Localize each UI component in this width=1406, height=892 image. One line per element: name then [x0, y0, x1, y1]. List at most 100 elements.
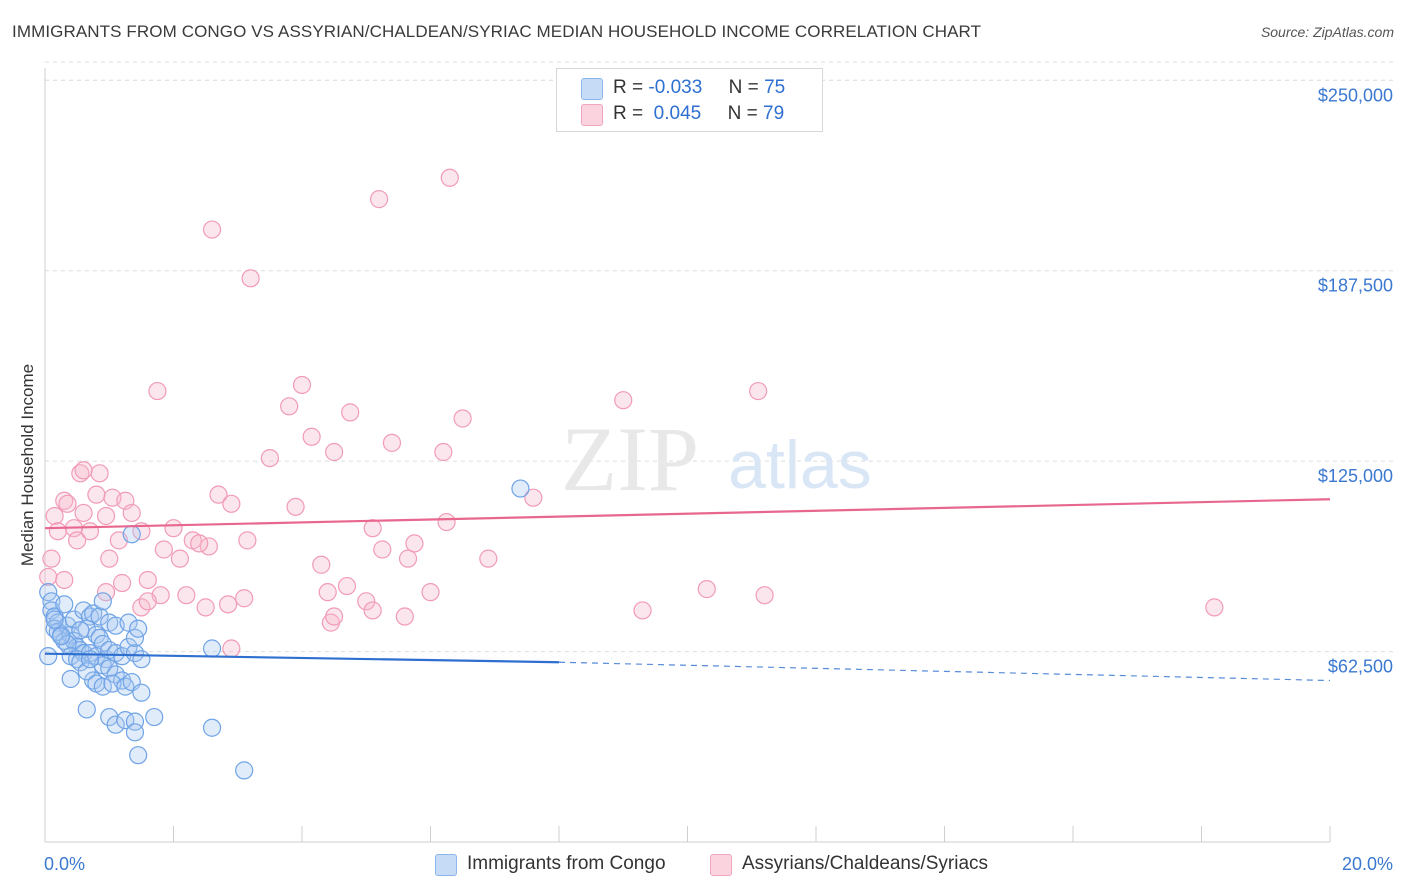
point-congo	[39, 647, 58, 666]
chart-title: IMMIGRANTS FROM CONGO VS ASSYRIAN/CHALDE…	[12, 22, 982, 41]
point-assyrians	[45, 506, 64, 526]
point-assyrians	[382, 433, 402, 452]
axes	[44, 68, 1331, 843]
point-assyrians	[241, 269, 260, 288]
legend-r-value-assyrians: 0.045	[648, 103, 702, 124]
point-congo	[61, 669, 80, 689]
point-assyrians	[434, 442, 453, 462]
point-assyrians	[341, 403, 360, 422]
point-assyrians	[524, 488, 543, 507]
y-tick-label: $62,500	[1328, 657, 1393, 677]
point-assyrians	[71, 464, 90, 483]
x-tick-label: 0.0%	[44, 854, 85, 874]
point-assyrians	[80, 522, 100, 541]
point-congo	[51, 627, 71, 646]
bottom-legend-swatch-congo	[435, 854, 457, 876]
point-congo	[125, 723, 145, 742]
point-assyrians	[286, 497, 305, 516]
point-assyrians	[363, 519, 382, 538]
point-assyrians	[196, 598, 215, 617]
point-assyrians	[39, 567, 58, 587]
point-assyrians	[749, 381, 768, 401]
point-assyrians	[363, 601, 382, 620]
point-assyrians	[209, 485, 228, 504]
point-congo	[202, 718, 222, 737]
point-assyrians	[697, 580, 716, 599]
point-assyrians	[48, 522, 67, 541]
point-assyrians	[312, 555, 331, 574]
point-assyrians	[302, 427, 321, 446]
point-assyrians	[138, 570, 157, 590]
point-congo	[93, 592, 112, 611]
point-congo	[202, 639, 222, 658]
point-congo	[119, 613, 138, 632]
point-assyrians	[325, 442, 344, 462]
point-congo	[55, 595, 74, 614]
point-congo	[511, 479, 530, 498]
point-assyrians	[453, 409, 472, 428]
legend-swatch-congo	[581, 78, 603, 100]
point-assyrians	[58, 494, 77, 513]
bottom-legend-label-congo: Immigrants from Congo	[467, 853, 666, 874]
point-congo	[116, 711, 135, 730]
point-assyrians	[164, 519, 183, 538]
y-axis-label: Median Household Income	[18, 363, 37, 567]
source-label: Source: ZipAtlas.com	[1260, 24, 1394, 40]
point-assyrians	[260, 448, 279, 468]
legend-r-value-congo: -0.033	[648, 77, 703, 98]
point-assyrians	[219, 595, 238, 614]
legend-n-value-congo: 75	[764, 77, 786, 98]
point-assyrians	[154, 540, 173, 559]
point-congo	[129, 619, 148, 638]
point-assyrians	[138, 592, 157, 611]
watermark-atlas: atlas	[728, 427, 872, 503]
point-assyrians	[177, 586, 196, 605]
point-assyrians	[222, 494, 241, 513]
x-tick-label: 20.0%	[1342, 854, 1393, 874]
point-congo	[122, 525, 141, 544]
point-assyrians	[90, 464, 109, 483]
point-assyrians	[190, 534, 209, 553]
point-assyrians	[55, 491, 74, 510]
tick-labels: $62,500 $125,000 $187,500 $250,000 0.0% 20.0%	[44, 85, 1393, 874]
point-assyrians	[122, 503, 141, 523]
trend-line-congo	[44, 652, 560, 664]
legend-n-label: N =	[727, 103, 758, 124]
point-congo	[84, 671, 103, 690]
point-assyrians	[148, 381, 167, 401]
trend-line-assyrians	[44, 498, 1331, 530]
point-assyrians	[370, 190, 389, 209]
point-assyrians	[100, 549, 119, 568]
trend-lines	[44, 498, 1331, 682]
point-assyrians	[633, 601, 652, 620]
point-assyrians	[437, 512, 456, 532]
legend-n-value-assyrians: 79	[763, 103, 785, 124]
point-assyrians	[55, 570, 74, 590]
watermark-zip: ZIP	[561, 408, 699, 510]
point-assyrians	[235, 589, 254, 608]
legend-r-label: R =	[613, 77, 644, 98]
legend-swatch-assyrians	[581, 104, 603, 126]
point-assyrians	[222, 639, 241, 658]
point-assyrians	[479, 549, 498, 568]
point-congo	[132, 683, 151, 702]
point-assyrians	[202, 220, 222, 239]
point-congo	[145, 707, 164, 727]
point-congo	[90, 607, 109, 626]
y-tick-label: $250,000	[1318, 85, 1393, 105]
y-tick-label: $125,000	[1318, 466, 1393, 486]
point-assyrians	[87, 485, 106, 504]
point-assyrians	[112, 573, 132, 593]
bottom-legend-swatch-assyrians	[710, 854, 732, 876]
legend-r-label: R =	[613, 103, 644, 124]
point-congo	[132, 650, 151, 669]
point-assyrians	[42, 549, 61, 568]
point-assyrians	[337, 576, 357, 596]
point-assyrians	[373, 540, 392, 559]
bottom-legend-label-assyrians: Assyrians/Chaldeans/Syriacs	[742, 853, 989, 874]
point-assyrians	[398, 549, 418, 568]
point-assyrians	[238, 531, 257, 550]
point-congo	[235, 761, 254, 780]
correlation-legend: R = -0.033 N = 75 R = 0.045 N = 79	[556, 68, 823, 132]
